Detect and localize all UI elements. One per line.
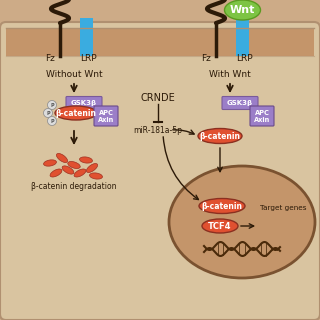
Text: P: P: [50, 118, 54, 124]
Text: miR-181a-5p: miR-181a-5p: [133, 125, 182, 134]
Bar: [6, 28, 314, 56]
Text: Fz: Fz: [45, 53, 55, 62]
Text: Without Wnt: Without Wnt: [46, 69, 102, 78]
Text: TCF4: TCF4: [208, 221, 232, 230]
Ellipse shape: [86, 164, 98, 172]
Bar: [236, 18, 249, 56]
Text: LRP: LRP: [80, 53, 96, 62]
Ellipse shape: [202, 219, 238, 233]
Text: With Wnt: With Wnt: [209, 69, 251, 78]
FancyBboxPatch shape: [222, 97, 258, 109]
Text: β-catenin: β-catenin: [55, 108, 97, 117]
Text: β-catenin: β-catenin: [199, 132, 241, 140]
Ellipse shape: [80, 157, 92, 163]
Text: Target genes: Target genes: [260, 205, 307, 211]
Circle shape: [47, 100, 57, 109]
Text: CRNDE: CRNDE: [140, 93, 175, 103]
Text: Wnt: Wnt: [230, 5, 255, 15]
Text: β-catenin degradation: β-catenin degradation: [31, 181, 117, 190]
FancyBboxPatch shape: [250, 106, 274, 126]
FancyBboxPatch shape: [94, 106, 118, 126]
Text: Fz: Fz: [201, 53, 211, 62]
Ellipse shape: [90, 173, 102, 179]
Text: P: P: [46, 110, 50, 116]
Text: APC: APC: [99, 110, 113, 116]
Circle shape: [44, 108, 52, 117]
FancyBboxPatch shape: [66, 97, 102, 109]
Ellipse shape: [225, 0, 260, 20]
Text: P: P: [50, 102, 54, 108]
Ellipse shape: [169, 166, 315, 278]
Ellipse shape: [68, 162, 80, 169]
FancyBboxPatch shape: [0, 22, 320, 320]
Circle shape: [47, 116, 57, 125]
Ellipse shape: [44, 160, 56, 166]
Ellipse shape: [199, 198, 245, 213]
Ellipse shape: [198, 129, 242, 143]
Text: Axin: Axin: [254, 117, 270, 123]
Ellipse shape: [56, 154, 68, 163]
Text: GSK3β: GSK3β: [71, 100, 97, 106]
Ellipse shape: [50, 169, 62, 177]
Text: β-catenin: β-catenin: [202, 202, 243, 211]
Bar: [80, 18, 93, 56]
Text: APC: APC: [255, 110, 269, 116]
Text: Axin: Axin: [98, 117, 114, 123]
Ellipse shape: [74, 169, 86, 177]
Text: LRP: LRP: [236, 53, 252, 62]
Ellipse shape: [62, 166, 74, 174]
Text: GSK3β: GSK3β: [227, 100, 253, 106]
Ellipse shape: [55, 106, 97, 120]
